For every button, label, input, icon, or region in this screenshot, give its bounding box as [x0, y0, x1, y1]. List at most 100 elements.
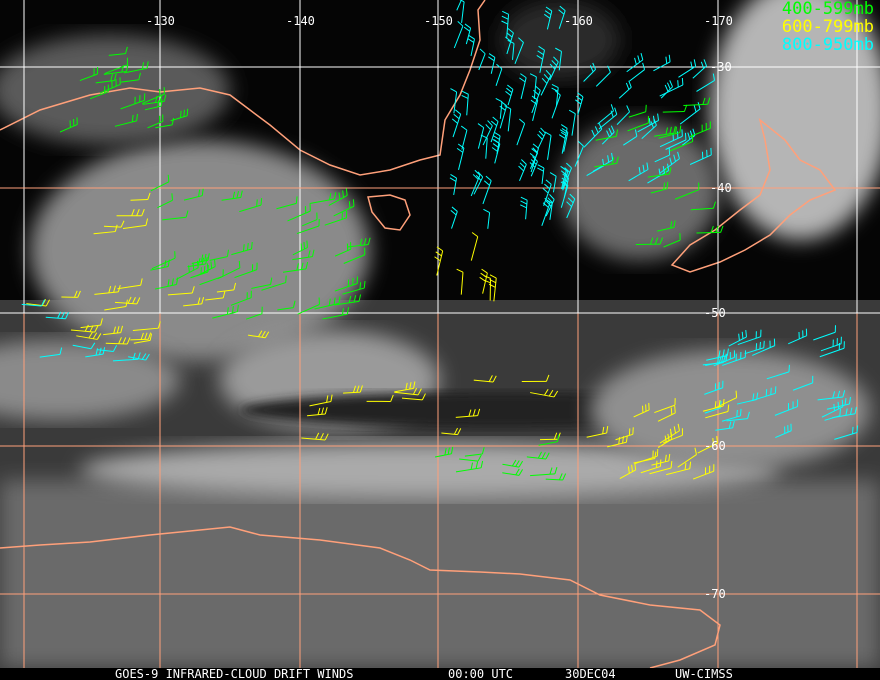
wind-barb: [623, 129, 638, 146]
wind-barb: [659, 423, 680, 444]
wind-barb: [116, 208, 145, 217]
wind-barb: [766, 364, 790, 380]
wind-barb: [334, 294, 362, 306]
wind-barb: [787, 328, 808, 345]
wind-barb: [690, 201, 716, 211]
wind-barb: [455, 460, 484, 473]
wind-barb: [583, 62, 597, 82]
wind-barb: [251, 277, 273, 289]
wind-barb: [541, 197, 551, 226]
wind-barb: [817, 390, 846, 401]
wind-barb: [112, 352, 141, 362]
wind-barb: [607, 435, 628, 448]
pressure-legend: 400-599mb 600-799mb 800-950mb: [782, 0, 874, 54]
wind-barb: [492, 131, 501, 155]
wind-barb: [401, 393, 426, 401]
wind-barb: [583, 122, 603, 148]
wind-barb: [21, 299, 46, 307]
wind-barb: [692, 59, 707, 79]
wind-barb: [530, 388, 559, 398]
wind-barb: [598, 107, 618, 130]
wind-barb: [132, 321, 161, 331]
wind-barb: [347, 237, 371, 248]
wind-barb: [558, 5, 566, 29]
wind-barb: [549, 56, 559, 81]
wind-barb: [59, 117, 78, 133]
wind-barb: [450, 206, 458, 229]
wind-barb: [488, 53, 496, 74]
wind-barb: [103, 325, 124, 336]
wind-barb: [597, 104, 614, 125]
wind-barb: [191, 253, 210, 264]
wind-barb: [463, 23, 472, 45]
wind-barb: [282, 261, 309, 273]
wind-barb: [537, 127, 546, 150]
wind-barb: [306, 407, 328, 417]
wind-barb: [459, 0, 465, 23]
wind-barb: [154, 277, 179, 290]
wind-barb: [478, 48, 486, 71]
wind-barb: [292, 249, 315, 261]
wind-barb: [162, 210, 189, 221]
wind-barb: [619, 462, 637, 480]
wind-barb: [628, 104, 647, 118]
wind-barb: [470, 232, 479, 261]
wind-barb: [120, 72, 141, 83]
product-name: GOES-9 INFRARED-CLOUD DRIFT WINDS: [115, 667, 354, 680]
wind-barb: [342, 281, 366, 295]
wind-barb: [394, 381, 416, 393]
wind-barb: [737, 329, 762, 346]
wind-barb: [477, 123, 485, 149]
wind-barb: [657, 220, 676, 232]
wind-barb: [677, 447, 697, 468]
wind-barb: [183, 297, 205, 307]
lat-label: -40: [710, 181, 732, 195]
source-label: UW-CIMSS: [675, 667, 733, 680]
wind-barb: [130, 332, 152, 341]
wind-barb: [39, 347, 63, 358]
wind-barb: [79, 67, 99, 82]
wind-barb: [558, 124, 568, 154]
wind-barb: [449, 174, 458, 196]
wind-barb: [451, 109, 462, 138]
wind-barb: [721, 408, 742, 422]
wind-barb: [568, 109, 576, 136]
wind-barb: [95, 73, 117, 84]
wind-barb: [459, 454, 482, 462]
wind-barb: [45, 311, 70, 320]
wind-barb: [479, 268, 488, 294]
wind-barb: [94, 285, 121, 295]
wind-barb: [72, 342, 96, 350]
wind-barb: [615, 427, 634, 441]
wind-barb: [831, 406, 857, 419]
wind-barb: [504, 105, 512, 132]
lon-label: -140: [286, 14, 315, 28]
wind-barb: [647, 163, 670, 184]
wind-barb: [660, 80, 673, 99]
wind-barb: [394, 387, 422, 396]
wind-barb: [689, 121, 711, 138]
wind-barb: [819, 341, 845, 358]
wind-barb: [530, 467, 558, 477]
wind-barb: [89, 84, 109, 100]
lon-label: -170: [704, 14, 733, 28]
wind-barb: [114, 296, 141, 305]
wind-barb: [826, 396, 851, 410]
wind-barb: [343, 385, 363, 394]
wind-barb: [543, 6, 553, 30]
legend-item-600-799: 600-799mb: [781, 17, 874, 37]
wind-barb: [144, 99, 163, 111]
wind-barb: [157, 193, 173, 209]
coastline-australia: [0, 0, 486, 176]
wind-barb: [142, 94, 167, 105]
wind-barb: [697, 436, 718, 454]
date-stamp: 30DEC04: [565, 667, 616, 680]
wind-barb: [147, 114, 164, 129]
wind-barb: [482, 175, 492, 205]
wind-barb: [665, 132, 687, 150]
wind-barb: [488, 274, 497, 302]
wind-barb: [366, 394, 394, 402]
wind-barb: [183, 188, 204, 201]
wind-barb: [99, 77, 121, 94]
